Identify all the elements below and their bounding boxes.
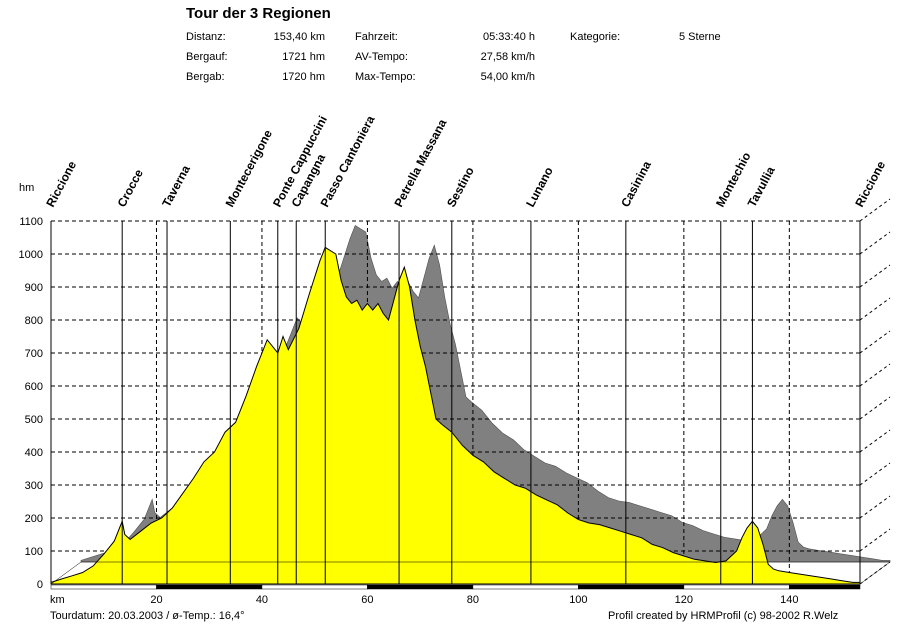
waypoint-label: Riccione: [852, 158, 888, 209]
waypoint-label: Lunano: [523, 165, 556, 210]
grid-depth-line: [859, 429, 891, 453]
footer-credit: Profil created by HRMProfil (c) 98-2002 …: [608, 610, 839, 622]
waypoint-label: Passo Cantoniera: [318, 113, 378, 209]
y-tick-label: 500: [25, 414, 43, 426]
grid-depth-line: [859, 297, 891, 321]
x-tick-label: 140: [780, 594, 798, 606]
x-axis-unit-label: km: [50, 594, 65, 606]
y-tick-label: 800: [25, 315, 43, 327]
scale-bar-segment: [156, 584, 263, 590]
grid-depth-line: [859, 396, 891, 420]
scale-bar-segment: [683, 584, 790, 590]
stat-value-ascent: 1721 hm: [282, 51, 325, 63]
y-tick-label: 300: [25, 480, 43, 492]
y-tick-label: 0: [37, 579, 43, 591]
stat-label-descent: Bergab:: [186, 71, 225, 83]
grid-depth-line: [859, 198, 891, 222]
y-tick-label: 200: [25, 513, 43, 525]
scale-bar-segment: [789, 584, 861, 590]
stat-value-max-speed: 54,00 km/h: [480, 71, 535, 83]
profile-area: [50, 246, 861, 585]
x-tick-label: 80: [467, 594, 479, 606]
waypoint-label: Riccione: [43, 158, 79, 209]
stat-label-avg-speed: AV-Tempo:: [355, 51, 408, 63]
y-tick-label: 700: [25, 348, 43, 360]
x-tick-label: 60: [361, 594, 373, 606]
waypoint-label: Sestino: [444, 165, 477, 210]
stat-value-descent: 1720 hm: [282, 71, 325, 83]
stat-label-distance: Distanz:: [186, 31, 226, 43]
y-tick-label: 400: [25, 447, 43, 459]
x-tick-label: 20: [150, 594, 162, 606]
y-axis-unit-label: hm: [19, 182, 34, 194]
y-tick-label: 1000: [19, 249, 43, 261]
grid-depth-line: [859, 363, 891, 387]
y-tick-label: 100: [25, 546, 43, 558]
stat-label-category: Kategorie:: [570, 31, 621, 43]
grid-depth-line: [859, 264, 891, 288]
grid-depth-line: [859, 528, 891, 552]
waypoint-label: Crocce: [114, 167, 146, 210]
waypoint-label: Petrella Massana: [391, 117, 449, 210]
grid-depth-line: [859, 495, 891, 519]
waypoint-label: Montecerigone: [223, 127, 276, 209]
scale-bar-segment: [578, 584, 685, 590]
waypoint-label: Tavullia: [745, 164, 778, 210]
scale-bar-segment: [367, 584, 474, 590]
stat-label-ride-time: Fahrzeit:: [355, 31, 398, 43]
x-tick-label: 100: [569, 594, 587, 606]
waypoint-label: Taverna: [159, 163, 193, 210]
x-tick-label: 40: [256, 594, 268, 606]
grid-depth-line: [859, 462, 891, 486]
grid-depth-line: [859, 330, 891, 354]
tour-title: Tour der 3 Regionen: [186, 5, 331, 22]
y-tick-label: 1100: [19, 216, 43, 228]
scale-bar-segment: [472, 584, 579, 590]
footer-tour-date: Tourdatum: 20.03.2003 / ø-Temp.: 16,4°: [50, 610, 245, 622]
grid-depth-line: [859, 231, 891, 255]
y-tick-label: 600: [25, 381, 43, 393]
x-tick-label: 120: [675, 594, 693, 606]
stat-value-category: 5 Sterne: [679, 31, 721, 43]
stat-value-avg-speed: 27,58 km/h: [480, 51, 535, 63]
y-tick-label: 900: [25, 282, 43, 294]
stat-label-max-speed: Max-Tempo:: [355, 71, 416, 83]
stat-value-distance: 153,40 km: [273, 31, 325, 43]
scale-bar-segment: [50, 584, 157, 590]
waypoint-label: Casinina: [618, 158, 654, 209]
stat-label-ascent: Bergauf:: [186, 51, 228, 63]
scale-bar-segment: [261, 584, 368, 590]
stat-value-ride-time: 05:33:40 h: [483, 31, 535, 43]
floor-outline: [50, 561, 891, 585]
